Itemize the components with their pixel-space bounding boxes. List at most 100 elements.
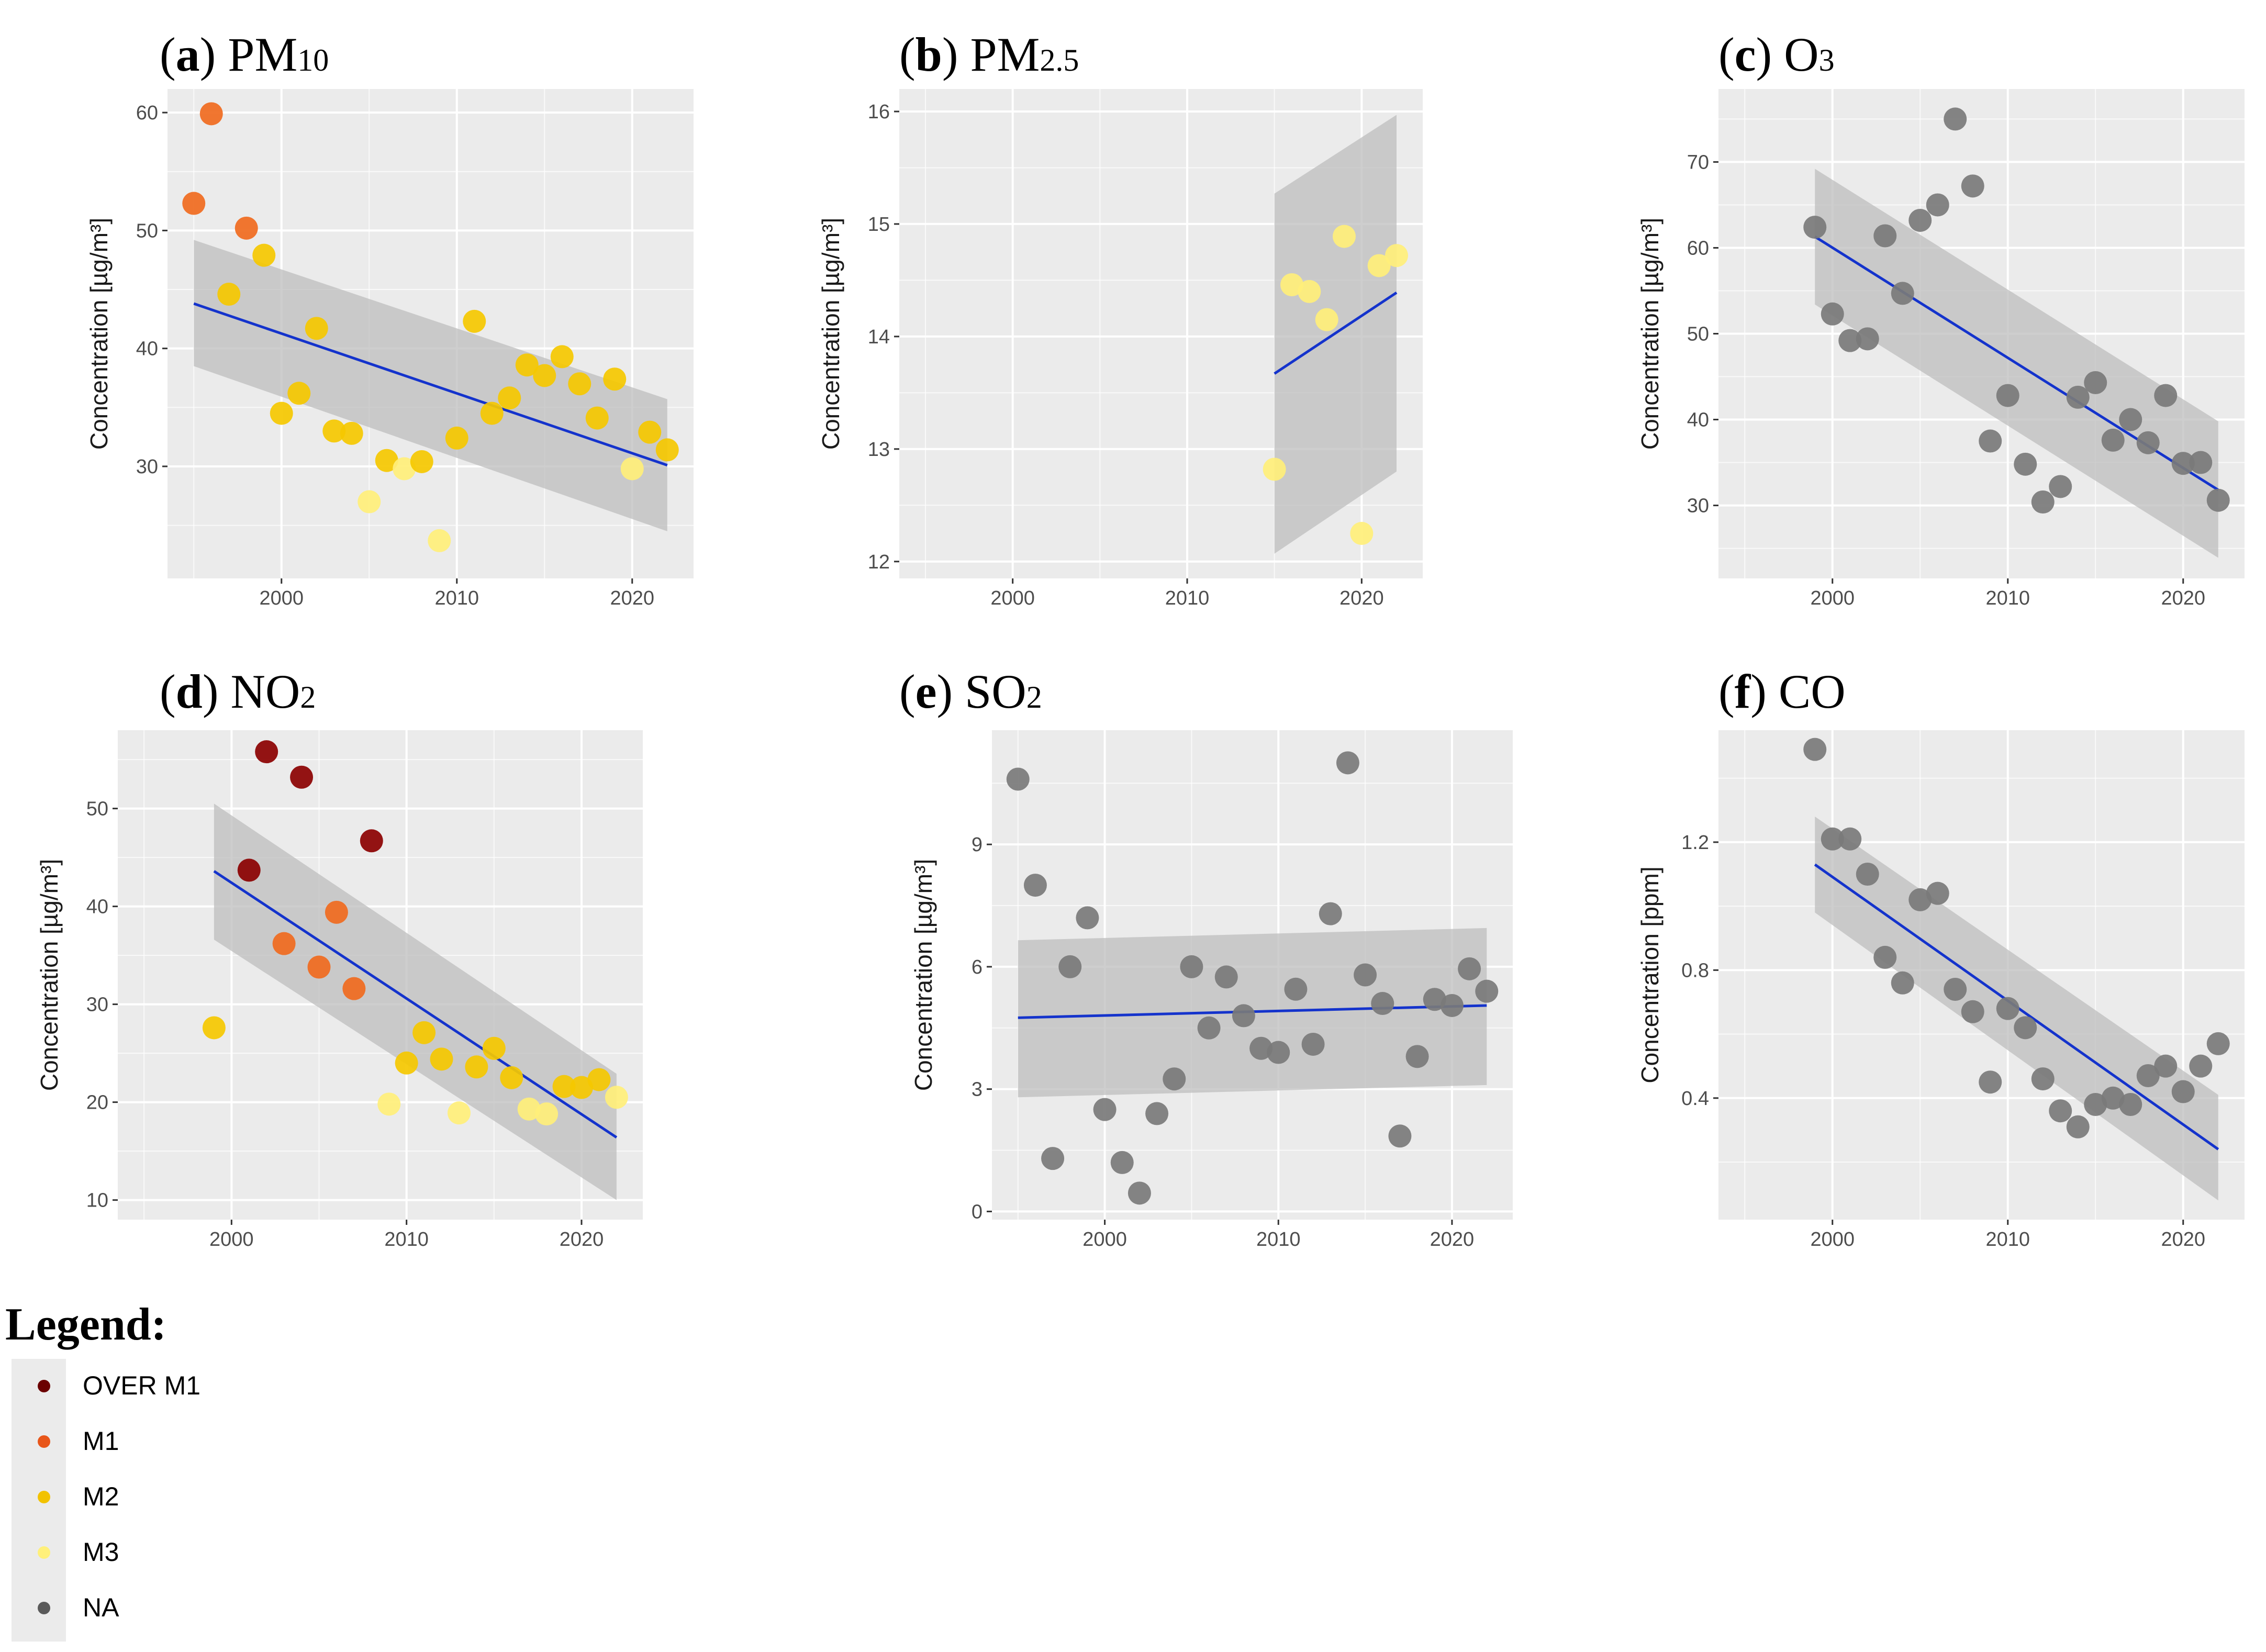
panel-title: (d) NO2 <box>160 665 316 718</box>
data-point <box>1891 971 1914 995</box>
y-tick-label: 6 <box>972 956 983 978</box>
panel-b: 2000 2010 2020 12 13 14 15 16 Concentration [µg/… <box>817 28 1423 609</box>
data-point <box>638 420 662 444</box>
panel-letter: b <box>916 28 942 81</box>
data-point <box>1821 827 1844 851</box>
data-point <box>322 419 346 443</box>
y-tick-label: 40 <box>86 896 108 918</box>
x-tick-label: 2000 <box>1082 1229 1127 1251</box>
data-point <box>2101 1086 2125 1110</box>
x-tick-label: 2010 <box>384 1229 429 1251</box>
data-point <box>202 1016 226 1040</box>
y-tick-label: 60 <box>136 102 158 124</box>
data-point <box>1475 979 1499 1003</box>
data-point <box>412 1021 436 1044</box>
y-axis-title: Concentration [µg/m³] <box>817 218 844 450</box>
confidence-band <box>214 803 617 1200</box>
legend-label: OVER M1 <box>83 1371 201 1400</box>
y-tick-label: 13 <box>868 439 890 461</box>
data-point <box>1336 751 1359 775</box>
x-tick-label: 2020 <box>560 1229 604 1251</box>
panel-title-paren: ( <box>160 28 176 81</box>
data-point <box>1979 429 2002 453</box>
data-point <box>360 829 383 853</box>
data-point <box>2206 1032 2230 1055</box>
legend-item: M1 <box>12 1414 273 1470</box>
data-point <box>252 243 276 267</box>
data-point <box>199 102 223 126</box>
x-tick-label: 2000 <box>1810 587 1855 609</box>
data-point <box>603 367 627 391</box>
data-point <box>1423 988 1446 1011</box>
data-point <box>515 353 539 377</box>
x-tick-label: 2010 <box>1985 1229 2030 1251</box>
legend-label: M1 <box>83 1426 119 1456</box>
panel-title-paren: ) O <box>1756 28 1818 81</box>
y-tick-label: 12 <box>868 551 890 573</box>
x-tick-label: 2020 <box>1339 587 1384 609</box>
y-tick-label: 50 <box>136 220 158 242</box>
y-tick-label: 50 <box>1687 323 1709 345</box>
data-point <box>568 372 591 396</box>
data-point <box>1385 244 1408 267</box>
panel-letter: c <box>1735 28 1756 81</box>
data-point <box>1333 225 1356 248</box>
data-point <box>1838 827 1862 851</box>
panel-f: 2000 2010 2020 0.4 0.8 1.2 Concentration [ppm]… <box>1636 665 2245 1251</box>
data-point <box>1041 1147 1065 1170</box>
data-point <box>1214 965 1238 989</box>
data-point <box>585 406 609 430</box>
data-point <box>2049 1099 2072 1123</box>
data-point <box>1197 1016 1221 1040</box>
data-point <box>2136 1064 2160 1087</box>
data-point <box>1891 282 1914 305</box>
data-point <box>500 1066 523 1089</box>
panel-d: 2000 2010 2020 10 20 30 40 50 Concentration [µg/… <box>36 665 643 1251</box>
y-tick-label: 60 <box>1687 237 1709 259</box>
panel-e: 2000 2010 2020 0 3 6 9 Concentration [µg/m³] (e)… <box>899 665 1513 1251</box>
data-point <box>182 192 206 215</box>
data-point <box>2101 428 2125 452</box>
data-point <box>2049 475 2072 498</box>
legend-title: Legend: <box>5 1299 166 1350</box>
y-tick-label: 0.8 <box>1681 959 1709 981</box>
data-point <box>2031 490 2055 514</box>
y-tick-label: 10 <box>86 1190 108 1212</box>
legend-item: NA <box>12 1581 273 1636</box>
data-point <box>428 529 451 552</box>
x-tick-label: 2010 <box>1256 1229 1301 1251</box>
data-point <box>445 426 468 450</box>
data-point <box>1803 216 1827 239</box>
x-tick-label: 2000 <box>259 587 304 609</box>
x-tick-label: 2020 <box>610 587 654 609</box>
x-tick-label: 2010 <box>434 587 479 609</box>
data-point <box>287 382 311 405</box>
y-axis-title: Concentration [µg/m³] <box>910 859 937 1091</box>
x-tick-label: 2020 <box>1430 1229 1475 1251</box>
legend-dot-icon <box>38 1435 50 1448</box>
y-tick-label: 40 <box>1687 409 1709 431</box>
panel-title-paren: ( <box>1718 665 1735 718</box>
x-tick-label: 2000 <box>1810 1229 1855 1251</box>
legend-label: M3 <box>83 1537 119 1567</box>
data-point <box>550 345 574 369</box>
panel-title: (b) PM2.5 <box>899 28 1079 81</box>
y-axis-title: Concentration [µg/m³] <box>1636 218 1664 450</box>
y-tick-label: 9 <box>972 834 983 856</box>
panel-title-paren: ) PM <box>200 28 298 81</box>
data-point <box>655 438 679 462</box>
data-point <box>358 490 381 514</box>
data-point <box>270 401 293 425</box>
x-tick-label: 2020 <box>2161 1229 2205 1251</box>
panel-letter: a <box>176 28 200 81</box>
x-tick-label: 2000 <box>990 587 1035 609</box>
data-point <box>410 450 433 473</box>
data-point <box>1110 1151 1134 1174</box>
data-point <box>1058 955 1082 978</box>
y-axis-title: Concentration [µg/m³] <box>85 218 113 450</box>
x-tick-label: 2010 <box>1165 587 1210 609</box>
x-tick-label: 2000 <box>209 1229 254 1251</box>
y-tick-label: 15 <box>868 214 890 236</box>
legend-item: M2 <box>12 1470 273 1525</box>
panel-title-paren: ( <box>160 665 176 718</box>
